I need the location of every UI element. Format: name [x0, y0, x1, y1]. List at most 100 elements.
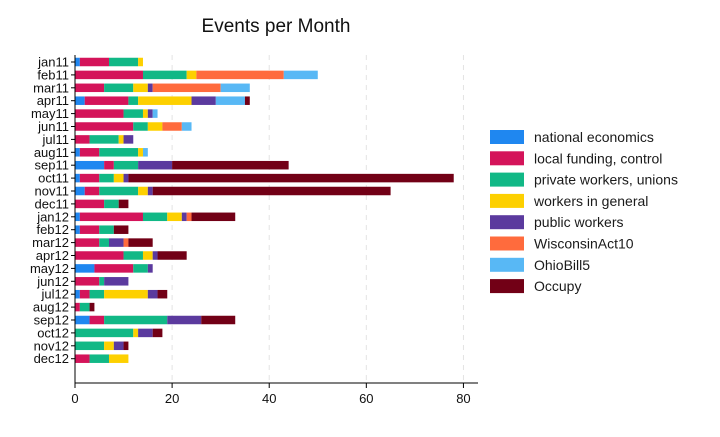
bar-jun11-series-2 — [133, 122, 148, 131]
bar-feb11-series-3 — [186, 70, 197, 80]
bar-aug11-series-6 — [142, 148, 148, 157]
bar-apr11-series-4 — [191, 96, 216, 105]
y-tick-label-aug11: aug11 — [34, 145, 69, 160]
y-tick-label-feb12: feb12 — [36, 222, 69, 237]
bar-aug11-series-3 — [138, 148, 143, 157]
legend-swatch-2 — [490, 172, 524, 187]
bar-sep11-series-1 — [104, 160, 114, 170]
y-tick-label-dec12: dec12 — [34, 351, 69, 366]
bar-oct11-series-7 — [128, 173, 454, 183]
legend-label-2: private workers, unions — [534, 172, 678, 188]
y-tick-label-nov12: nov12 — [34, 338, 69, 353]
y-tick-label-jul12: jul12 — [41, 287, 69, 302]
bar-jan11-series-3 — [138, 57, 143, 67]
bar-sep11-series-7 — [172, 160, 289, 170]
bar-may11-series-2 — [123, 109, 143, 118]
bar-jun11-series-5 — [162, 122, 182, 131]
chart-title: Events per Month — [202, 16, 351, 37]
bar-apr11-series-7 — [244, 96, 250, 105]
bar-sep12-series-4 — [167, 315, 202, 325]
bar-oct11-series-2 — [99, 173, 114, 183]
x-tick-label-20: 20 — [165, 391, 179, 406]
bar-sep12-series-2 — [104, 315, 168, 325]
legend-swatch-5 — [490, 236, 524, 251]
bar-sep12-series-7 — [201, 315, 236, 325]
bar-apr11-series-1 — [84, 96, 129, 105]
bar-apr11-series-0 — [75, 96, 85, 105]
bar-nov12-series-7 — [123, 341, 129, 351]
bar-jun11-series-1 — [75, 122, 134, 131]
bar-feb11-series-2 — [142, 70, 187, 80]
bar-sep11-series-4 — [138, 160, 173, 170]
y-tick-label-mar12: mar12 — [32, 235, 69, 250]
bar-jan11-series-2 — [108, 57, 139, 67]
bar-jul12-series-3 — [104, 289, 148, 299]
bar-feb12-series-7 — [113, 225, 129, 234]
bar-jul11-series-3 — [118, 135, 124, 144]
bar-mar12-series-5 — [123, 238, 129, 247]
bar-dec11-series-7 — [118, 199, 129, 209]
bar-jun12-series-1 — [75, 277, 100, 286]
y-tick-label-aug12: aug12 — [33, 300, 69, 315]
bar-oct12-series-3 — [133, 328, 139, 338]
bar-jan12-series-2 — [142, 212, 168, 222]
y-tick-label-jan11: jan11 — [37, 55, 69, 70]
bar-mar12-series-7 — [128, 238, 153, 247]
axes: jan11feb11mar11apr11may11jun11jul11aug11… — [30, 55, 478, 406]
bar-dec12-series-3 — [108, 354, 129, 363]
bar-jul11-series-1 — [75, 135, 90, 144]
y-tick-label-jun12: jun12 — [36, 274, 69, 289]
bar-aug11-series-2 — [99, 148, 139, 157]
bar-may11-series-4 — [147, 109, 153, 118]
bar-oct11-series-1 — [79, 173, 100, 183]
bar-feb12-series-1 — [79, 225, 100, 234]
bar-apr12-series-1 — [75, 251, 124, 260]
bar-aug11-series-0 — [75, 148, 80, 157]
bar-nov11-series-3 — [138, 186, 148, 196]
bar-jan12-series-1 — [79, 212, 143, 222]
bar-jan12-series-0 — [75, 212, 80, 222]
bar-jul11-series-2 — [89, 135, 119, 144]
bar-aug12-series-7 — [89, 302, 95, 312]
legend-label-7: Occupy — [534, 278, 581, 294]
bar-aug12-series-2 — [79, 302, 90, 312]
y-tick-label-oct11: oct11 — [38, 171, 69, 186]
bar-feb11-series-5 — [196, 70, 284, 80]
bar-may12-series-4 — [147, 264, 153, 273]
bar-nov11-series-0 — [75, 186, 85, 196]
bar-may12-series-1 — [94, 264, 134, 273]
bar-mar12-series-4 — [108, 238, 124, 247]
y-tick-label-may12: may12 — [30, 261, 69, 276]
bar-jan12-series-3 — [167, 212, 182, 222]
legend-label-4: public workers — [534, 214, 623, 230]
y-tick-label-dec11: dec11 — [35, 196, 69, 211]
y-tick-label-jan12: jan12 — [36, 209, 69, 224]
legend-label-3: workers in general — [533, 193, 648, 209]
bar-mar11-series-2 — [104, 83, 134, 93]
x-tick-label-40: 40 — [262, 391, 276, 406]
bar-sep11-series-0 — [75, 160, 105, 170]
bar-mar11-series-6 — [220, 83, 250, 93]
bar-oct11-series-4 — [123, 173, 129, 183]
bar-mar12-series-2 — [99, 238, 109, 247]
bar-jun12-series-2 — [99, 277, 105, 286]
bar-apr12-series-2 — [123, 251, 143, 260]
bar-dec11-series-1 — [75, 199, 105, 209]
bar-nov12-series-2 — [75, 341, 105, 351]
legend-label-6: OhioBill5 — [534, 257, 590, 273]
bar-sep12-series-0 — [75, 315, 90, 325]
y-tick-label-apr12: apr12 — [36, 248, 69, 263]
bar-apr11-series-3 — [138, 96, 192, 105]
bar-oct12-series-7 — [152, 328, 163, 338]
bar-jan12-series-5 — [186, 212, 192, 222]
bar-apr12-series-7 — [157, 251, 187, 260]
bar-oct12-series-4 — [138, 328, 153, 338]
bar-feb12-series-2 — [99, 225, 114, 234]
bar-apr11-series-2 — [128, 96, 139, 105]
bar-oct12-series-2 — [75, 328, 134, 338]
legend-swatch-6 — [490, 257, 524, 272]
bar-mar11-series-1 — [75, 83, 105, 93]
y-tick-label-feb11: feb11 — [37, 67, 69, 82]
y-tick-label-oct12: oct12 — [37, 325, 69, 340]
